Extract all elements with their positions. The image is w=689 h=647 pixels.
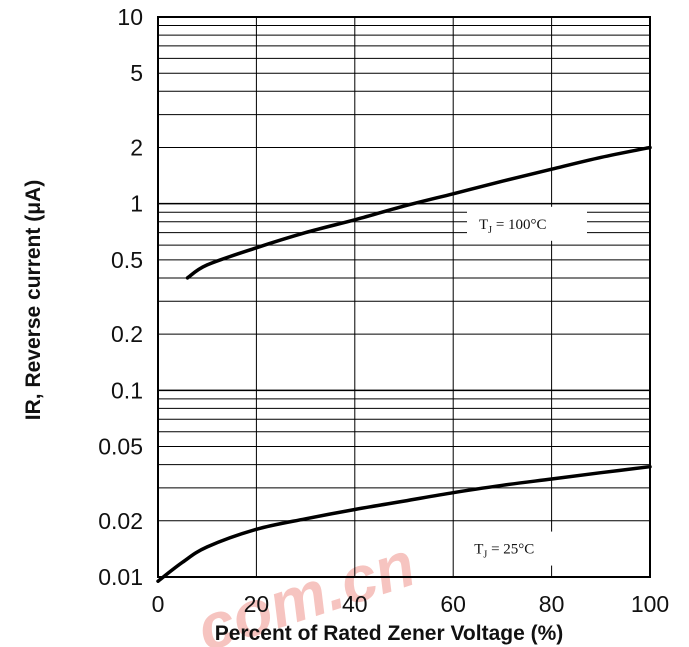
curves — [156, 145, 652, 583]
y-tick-label: 0.5 — [111, 247, 143, 273]
annotation-tj-100c: TJ = 100°C — [467, 206, 587, 241]
annotation-text: TJ = 25°C — [474, 542, 534, 561]
series-line-25c — [156, 464, 652, 583]
x-tick-label: 80 — [539, 591, 565, 617]
x-tick-label: 40 — [342, 591, 368, 617]
x-tick-label: 0 — [152, 591, 165, 617]
annotations: TJ = 100°C TJ = 25°C — [462, 206, 587, 566]
y-tick-label: 0.1 — [111, 377, 143, 403]
x-tick-label: 20 — [244, 591, 270, 617]
y-tick-label: 5 — [130, 60, 143, 86]
series-line-100c — [185, 145, 652, 280]
annotation-tj-25c: TJ = 25°C — [462, 531, 563, 566]
minor-grid — [158, 25, 650, 522]
x-tick-labels: 0 20 40 60 80 100 — [152, 591, 670, 617]
y-tick-label: 0.2 — [111, 321, 143, 347]
annotation-background — [462, 531, 563, 566]
y-axis-title: IR, Reverse current (μA) — [22, 180, 45, 420]
y-tick-label: 10 — [117, 4, 143, 30]
y-tick-labels: 0.01 0.02 0.05 0.1 0.2 0.5 1 2 5 10 — [98, 4, 143, 590]
y-tick-label: 1 — [130, 191, 143, 217]
y-tick-label: 0.01 — [98, 564, 143, 590]
x-axis-title: Percent of Rated Zener Voltage (%) — [215, 622, 564, 645]
y-tick-label: 2 — [130, 134, 143, 160]
x-tick-label: 60 — [440, 591, 466, 617]
y-tick-label: 0.02 — [98, 508, 143, 534]
plot-frame — [157, 16, 651, 578]
x-tick-label: 100 — [631, 591, 669, 617]
annotation-background — [467, 206, 587, 241]
y-tick-label: 0.05 — [98, 434, 143, 460]
major-grid — [157, 16, 651, 578]
annotation-text: TJ = 100°C — [479, 217, 547, 236]
